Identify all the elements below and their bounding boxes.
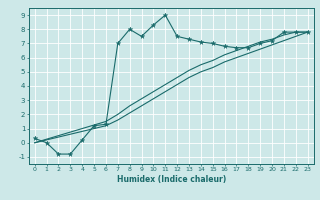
X-axis label: Humidex (Indice chaleur): Humidex (Indice chaleur)	[116, 175, 226, 184]
